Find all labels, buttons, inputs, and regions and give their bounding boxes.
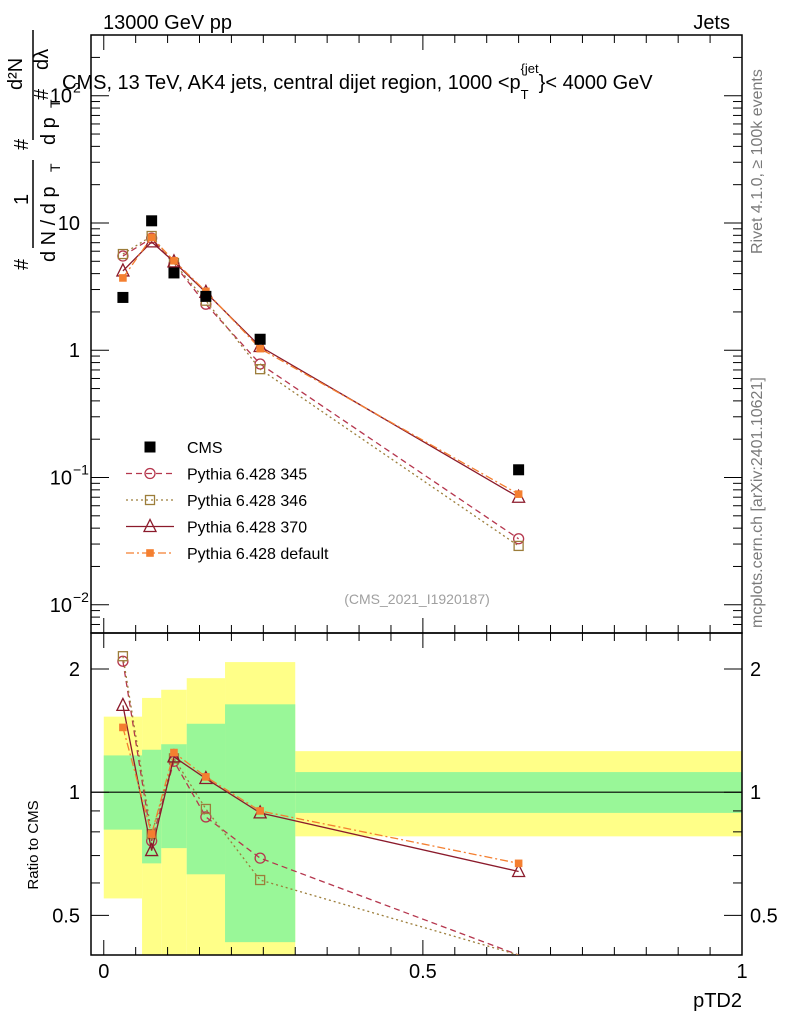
ratio-mc-point-2-0 <box>115 696 130 712</box>
header-left: 13000 GeV pp <box>103 12 232 34</box>
legend-marker-2 <box>144 494 156 506</box>
main-mc-line-3 <box>122 236 519 495</box>
ratio-mc-point-0-4 <box>254 852 266 864</box>
main-y-tick-label-4: 10 <box>50 86 72 108</box>
legend-marker-4 <box>146 549 154 557</box>
ratio-frame <box>90 632 743 956</box>
ylabel-one: 1 <box>11 194 33 205</box>
ratio-band-green-3 <box>186 723 226 875</box>
main-mc-point-0-5 <box>512 533 525 545</box>
main-data-point-0-2 <box>168 267 180 279</box>
main-y-label: # 1 d N / d p T # d²N d p T # dλ <box>5 30 63 270</box>
ratio-mc-point-3-2 <box>170 748 178 757</box>
main-data-point-0-5 <box>513 464 525 476</box>
legend-label-1: Pythia 6.428 345 <box>187 467 307 484</box>
legend-label-0: CMS <box>187 440 223 457</box>
ratio-mc-point-3-4 <box>256 807 264 815</box>
legend-marker-0 <box>144 441 156 453</box>
x-tick-label-2: 1 <box>736 961 747 983</box>
main-data-point-0-3 <box>200 290 212 302</box>
ratio-mc-point-1-3 <box>200 803 212 815</box>
ratio-mc-line-1 <box>122 656 519 955</box>
ratio-mc-line-0 <box>122 661 519 955</box>
ratio-mc-point-3-0 <box>119 723 127 732</box>
main-title-sub: T <box>521 87 529 102</box>
ylabel-dpt2-sub: T <box>47 99 63 108</box>
ratio-mc-point-1-0 <box>117 651 129 662</box>
ylabel-d2n: d²N <box>5 58 27 90</box>
main-y-tick-exp-1: −1 <box>73 462 89 478</box>
ratio-mc-point-3-1 <box>147 830 156 838</box>
ylabel-hash-2: # <box>11 138 33 150</box>
main-y-tick-label-2: 1 <box>69 340 80 362</box>
x-tick-label-1: 0.5 <box>409 961 437 983</box>
legend-label-2: Pythia 6.428 346 <box>187 493 307 510</box>
main-y-tick-label-0: 10 <box>50 595 72 617</box>
ratio-mc-point-0-3 <box>200 811 212 823</box>
main-y-tick-exp-0: −2 <box>73 589 89 605</box>
legend-marker-1 <box>144 467 156 480</box>
x-axis-label: pTD2 <box>693 990 742 1012</box>
main-mc-point-3-5 <box>514 490 523 498</box>
ratio-y-tick-label-right-1: 1 <box>750 782 761 804</box>
main-data-point-0-4 <box>254 333 266 345</box>
main-title: CMS, 13 TeV, AK4 jets, central dijet reg… <box>62 61 653 102</box>
x-tick-label-0: 0 <box>98 961 109 983</box>
main-title-pre: CMS, 13 TeV, AK4 jets, central dijet reg… <box>62 72 521 94</box>
ylabel-dn-dpt: d N / d p <box>38 186 60 262</box>
ratio-mc-point-2-1 <box>144 842 159 857</box>
analysis-watermark: (CMS_2021_I1920187) <box>344 591 490 607</box>
ratio-y-tick-label-0: 0.5 <box>52 905 80 927</box>
main-mc-line-1 <box>122 235 519 547</box>
main-y-tick-label-1: 10 <box>50 468 72 490</box>
main-frame <box>90 34 743 634</box>
ratio-mc-point-1-4 <box>254 874 266 886</box>
main-mc-point-1-0 <box>117 248 129 260</box>
main-data-point-0-0 <box>117 291 129 303</box>
ylabel-dpt-dl: d p <box>38 117 60 145</box>
mcplots-label: mcplots.cern.ch [arXiv:2401.10621] <box>749 377 766 628</box>
ratio-mc-point-3-3 <box>202 773 210 781</box>
ratio-mc-point-2-5 <box>511 863 526 878</box>
legend-label-3: Pythia 6.428 370 <box>187 520 307 537</box>
main-y-tick-exp-4: 2 <box>73 80 81 96</box>
ratio-band-green-4 <box>225 704 296 943</box>
main-mc-point-1-4 <box>254 364 266 375</box>
ratio-y-label: Ratio to CMS <box>25 800 42 889</box>
main-title-post: }< 4000 GeV <box>539 72 654 94</box>
main-mc-point-3-1 <box>147 233 156 242</box>
legend-marker-3 <box>142 518 158 533</box>
header-right: Jets <box>693 12 730 34</box>
ylabel-hash-1: # <box>11 258 33 270</box>
main-mc-point-1-5 <box>513 540 524 552</box>
main-data-point-0-1 <box>146 215 158 227</box>
legend-label-4: Pythia 6.428 default <box>187 546 329 563</box>
main-mc-line-0 <box>122 237 519 540</box>
ratio-y-tick-label-2: 2 <box>69 659 80 681</box>
ratio-mc-point-3-5 <box>514 859 523 868</box>
rivet-label: Rivet 4.1.0, ≥ 100k events <box>749 69 766 254</box>
ratio-y-tick-label-1: 1 <box>69 782 80 804</box>
ratio-panel: 0 0.5 1 0.5 0.5 1 1 2 2 <box>52 632 778 983</box>
main-mc-point-3-2 <box>170 256 178 265</box>
ratio-y-tick-label-right-2: 2 <box>750 659 761 681</box>
ylabel-hash-3: # <box>31 88 53 100</box>
main-mc-point-3-4 <box>256 344 264 353</box>
main-y-tick-label-3: 10 <box>58 213 80 235</box>
ylabel-dlambda: dλ <box>31 49 53 70</box>
main-mc-line-2 <box>122 241 519 498</box>
main-mc-point-2-0 <box>115 262 130 277</box>
ratio-y-tick-label-right-0: 0.5 <box>750 905 778 927</box>
main-mc-point-3-0 <box>119 274 127 282</box>
ratio-mc-line-2 <box>122 705 519 873</box>
ylabel-dpt-sub: T <box>47 163 63 172</box>
ratio-mc-line-3 <box>122 727 519 864</box>
main-title-sup: {jet <box>521 61 539 76</box>
